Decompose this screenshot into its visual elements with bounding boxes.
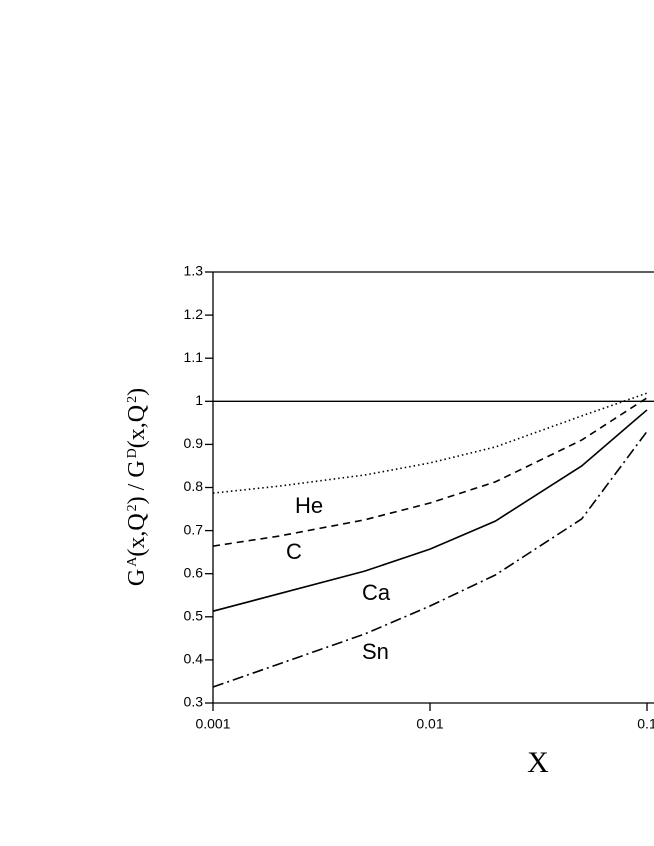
series-label: He (295, 493, 323, 518)
y-tick-label: 0.9 (184, 435, 204, 451)
y-axis-label-part: A (125, 556, 140, 567)
y-axis-label: GA(x,Q2) / GD(x,Q2) (124, 388, 150, 586)
y-axis-label-part: G (124, 569, 150, 586)
series-label: Ca (362, 580, 391, 605)
y-tick-label: 0.8 (184, 478, 204, 494)
y-tick-label: 0.6 (184, 564, 204, 580)
y-tick-label: 1.1 (184, 349, 204, 365)
x-tick-label: 0.1 (637, 716, 654, 732)
y-axis-label-part: 2 (125, 396, 140, 403)
y-tick-label: 0.7 (184, 521, 204, 537)
y-tick-label: 0.5 (184, 608, 204, 624)
series-line (212, 392, 648, 494)
y-axis-label-part: (x,Q (124, 405, 150, 448)
y-axis-label-part: (x,Q (124, 513, 150, 556)
y-axis-label-part: ) (124, 388, 150, 396)
y-axis-label-part: 2 (125, 504, 140, 511)
y-tick-label: 1 (195, 392, 203, 408)
y-tick-label: 0.4 (184, 651, 204, 667)
y-axis-label-part: D (125, 448, 140, 458)
series-line (212, 430, 648, 688)
y-tick-label: 1.2 (184, 306, 204, 322)
series-line (212, 397, 648, 547)
series-label: Sn (362, 639, 389, 664)
y-axis-label-part: ) / G (124, 460, 150, 504)
x-tick-label: 0.001 (195, 716, 230, 732)
y-tick-label: 0.3 (184, 694, 204, 710)
x-axis-label: X (527, 746, 549, 779)
series-line (212, 409, 648, 612)
series-label: C (286, 539, 302, 564)
x-tick-label: 0.01 (416, 716, 443, 732)
y-tick-label: 1.3 (184, 263, 204, 279)
